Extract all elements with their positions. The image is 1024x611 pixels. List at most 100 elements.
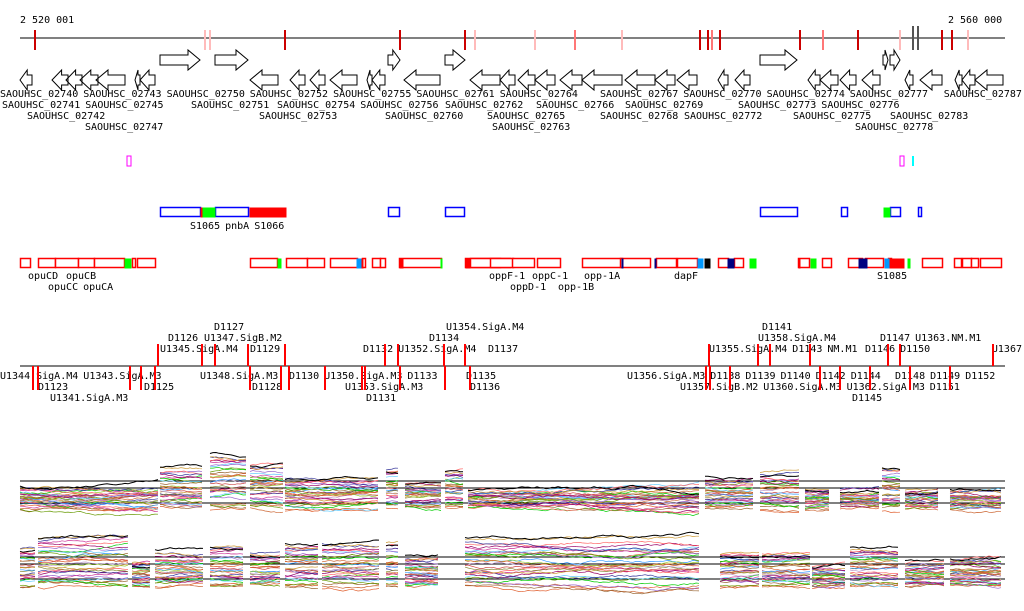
gene-arrow[interactable] <box>919 68 943 92</box>
operon-feature[interactable] <box>511 257 536 269</box>
operon-feature[interactable] <box>371 257 382 269</box>
gene-arrow[interactable] <box>159 48 201 72</box>
operon-feature[interactable] <box>77 257 96 269</box>
operon-feature[interactable] <box>821 257 833 269</box>
operon-feature[interactable] <box>131 257 137 269</box>
gene-arrow[interactable] <box>654 68 676 92</box>
operon-feature[interactable] <box>19 257 32 269</box>
operon-feature[interactable] <box>858 258 868 269</box>
operon-feature[interactable] <box>399 258 404 269</box>
operon-feature[interactable] <box>356 258 362 269</box>
operon-feature[interactable] <box>379 257 387 269</box>
gene-arrow[interactable] <box>65 68 83 92</box>
operon-feature[interactable] <box>306 257 326 269</box>
upper-feature[interactable] <box>883 207 891 218</box>
gene-arrow[interactable] <box>366 69 373 91</box>
gene-arrow[interactable] <box>534 68 556 92</box>
operon-feature[interactable] <box>440 258 443 269</box>
gene-arrow[interactable] <box>861 68 881 92</box>
operon-feature[interactable] <box>655 257 678 269</box>
upper-feature[interactable] <box>840 206 849 218</box>
gene-arrow[interactable] <box>469 68 501 92</box>
gene-arrow[interactable] <box>889 48 901 72</box>
gene-arrow[interactable] <box>581 68 623 92</box>
operon-feature[interactable] <box>921 257 944 269</box>
operon-feature[interactable] <box>889 258 905 269</box>
operon-feature[interactable] <box>727 258 735 269</box>
operon-feature[interactable] <box>697 258 704 269</box>
gene-arrow[interactable] <box>19 68 33 92</box>
upper-feature[interactable] <box>200 207 203 218</box>
operon-feature[interactable] <box>810 258 817 269</box>
operon-feature[interactable] <box>717 257 730 269</box>
gene-arrow[interactable] <box>329 68 358 92</box>
operon-feature[interactable] <box>489 257 515 269</box>
operon-feature[interactable] <box>979 257 1003 269</box>
gene-arrow[interactable] <box>624 68 656 92</box>
operon-feature[interactable] <box>864 257 885 269</box>
upper-feature[interactable] <box>387 206 401 218</box>
gene-arrow[interactable] <box>954 69 963 91</box>
gene-arrow[interactable] <box>95 68 126 92</box>
gene-arrow[interactable] <box>444 48 466 72</box>
upper-feature[interactable] <box>444 206 466 218</box>
operon-feature[interactable] <box>581 257 624 269</box>
operon-feature[interactable] <box>361 258 364 269</box>
operon-feature[interactable] <box>704 258 711 269</box>
upper-feature[interactable] <box>159 206 202 218</box>
gene-arrow[interactable] <box>499 68 516 92</box>
operon-feature[interactable] <box>398 257 443 269</box>
upper-feature[interactable] <box>917 206 923 218</box>
operon-feature[interactable] <box>907 258 911 269</box>
operon-feature[interactable] <box>285 257 309 269</box>
gene-arrow[interactable] <box>387 48 401 72</box>
upper-feature[interactable] <box>759 206 799 218</box>
operon-feature[interactable] <box>277 258 282 269</box>
gene-arrow[interactable] <box>134 69 141 91</box>
gene-arrow[interactable] <box>249 68 279 92</box>
gene-arrow[interactable] <box>807 68 821 92</box>
operon-feature[interactable] <box>249 257 279 269</box>
operon-feature[interactable] <box>884 258 890 269</box>
gene-arrow[interactable] <box>734 68 751 92</box>
upper-feature[interactable] <box>202 207 216 218</box>
gene-arrow[interactable] <box>759 48 798 72</box>
gene-arrow[interactable] <box>819 68 839 92</box>
operon-feature[interactable] <box>961 257 973 269</box>
gene-arrow[interactable] <box>904 69 914 91</box>
gene-arrow[interactable] <box>214 48 249 72</box>
gene-arrow[interactable] <box>51 68 69 92</box>
upper-feature[interactable] <box>249 207 287 218</box>
operon-feature[interactable] <box>798 258 801 269</box>
operon-feature[interactable] <box>37 257 57 269</box>
operon-feature[interactable] <box>93 257 126 269</box>
operon-feature[interactable] <box>619 257 652 269</box>
gene-arrow[interactable] <box>517 68 536 92</box>
gene-arrow[interactable] <box>403 68 441 92</box>
gene-arrow[interactable] <box>309 68 326 92</box>
gene-arrow[interactable] <box>559 68 583 92</box>
gene-arrow[interactable] <box>676 68 698 92</box>
gene-arrow[interactable] <box>961 68 976 92</box>
gene-arrow[interactable] <box>882 49 889 71</box>
gene-arrow[interactable] <box>289 68 306 92</box>
gene-arrow[interactable] <box>974 68 1004 92</box>
operon-feature[interactable] <box>136 257 157 269</box>
operon-feature[interactable] <box>676 257 699 269</box>
operon-feature[interactable] <box>536 257 562 269</box>
upper-feature[interactable] <box>214 206 250 218</box>
operon-feature[interactable] <box>465 258 471 269</box>
operon-feature[interactable] <box>654 258 657 269</box>
gene-arrow[interactable] <box>371 68 386 92</box>
gene-arrow[interactable] <box>839 68 857 92</box>
operon-feature[interactable] <box>953 257 963 269</box>
gene-arrow[interactable] <box>717 68 729 92</box>
gene-arrow[interactable] <box>139 68 156 92</box>
upper-feature[interactable] <box>889 206 902 218</box>
operon-feature[interactable] <box>970 257 980 269</box>
operon-feature[interactable] <box>621 258 624 269</box>
operon-feature[interactable] <box>733 257 745 269</box>
operon-feature[interactable] <box>329 257 359 269</box>
operon-feature[interactable] <box>124 258 132 269</box>
